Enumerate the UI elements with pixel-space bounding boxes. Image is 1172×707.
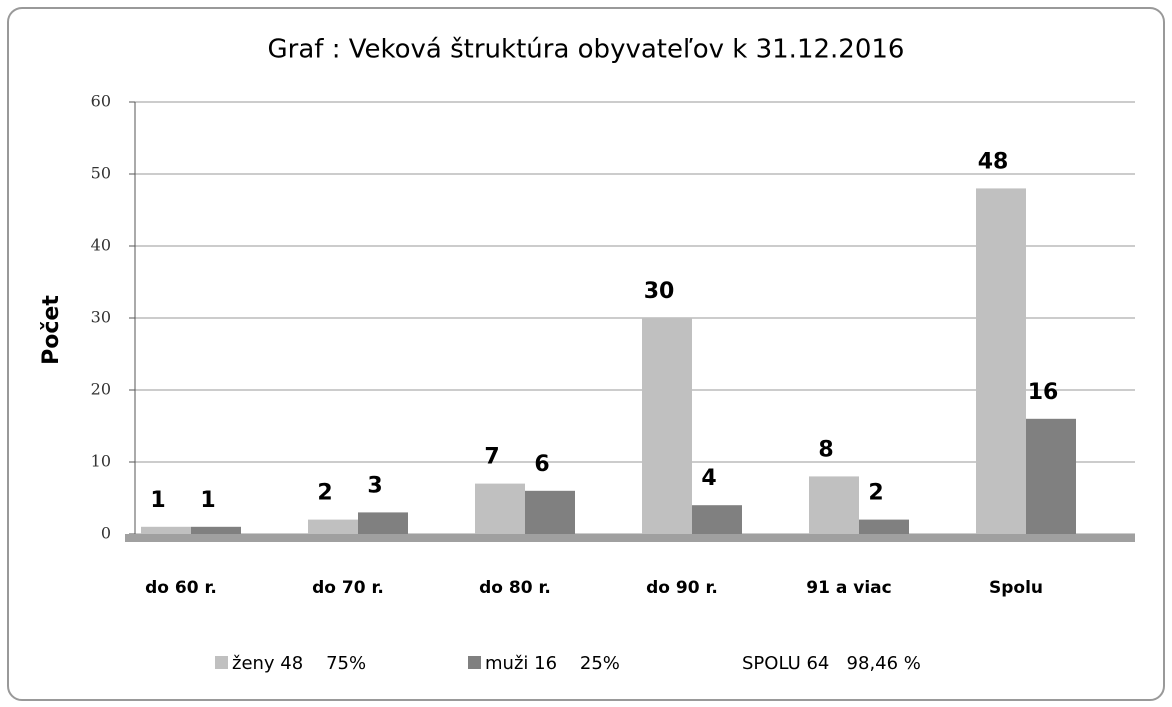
legend-note: SPOLU 64 98,46 % [742, 653, 921, 674]
y-tick-label: 20 [91, 380, 111, 399]
bar [475, 483, 525, 534]
legend-swatch [468, 656, 481, 669]
legend-label: ženy 48 75% [232, 653, 366, 674]
y-tick-label: 10 [91, 452, 111, 471]
data-label: 7 [484, 445, 499, 470]
x-tick-label: do 70 r. [312, 578, 384, 598]
x-tick-label: do 80 r. [479, 578, 551, 598]
bar [692, 505, 742, 534]
legend-swatch [215, 656, 228, 669]
bar [525, 490, 575, 534]
y-tick-label: 40 [91, 236, 111, 255]
x-tick-label: 91 a viac [806, 578, 891, 598]
floor [125, 534, 1135, 542]
bar [141, 526, 191, 534]
bar [191, 526, 241, 534]
y-axis-label: Počet [39, 295, 64, 365]
bar [358, 512, 408, 534]
data-label: 16 [1028, 380, 1059, 405]
data-label: 2 [317, 481, 332, 506]
bar [859, 519, 909, 534]
y-tick-label: 60 [91, 92, 111, 111]
data-label: 3 [367, 473, 382, 498]
y-tick-label: 50 [91, 164, 111, 183]
data-label: 6 [534, 452, 549, 477]
y-tick-label: 0 [101, 524, 111, 543]
data-label: 2 [868, 481, 883, 506]
data-label: 1 [200, 488, 215, 513]
data-label: 1 [150, 488, 165, 513]
data-label: 30 [644, 279, 675, 304]
bar [642, 318, 692, 534]
x-tick-label: Spolu [989, 578, 1043, 598]
legend-label: muži 16 25% [485, 653, 620, 674]
data-label: 4 [701, 466, 716, 491]
bar [976, 188, 1026, 534]
y-tick-label: 30 [91, 308, 111, 327]
data-label: 48 [978, 149, 1009, 174]
x-tick-label: do 60 r. [145, 578, 217, 598]
bar [809, 476, 859, 534]
bar [1026, 418, 1076, 534]
bar [308, 519, 358, 534]
x-tick-label: do 90 r. [646, 578, 718, 598]
data-label: 8 [818, 437, 833, 462]
chart-title: Graf : Veková štruktúra obyvateľov k 31.… [268, 35, 905, 65]
